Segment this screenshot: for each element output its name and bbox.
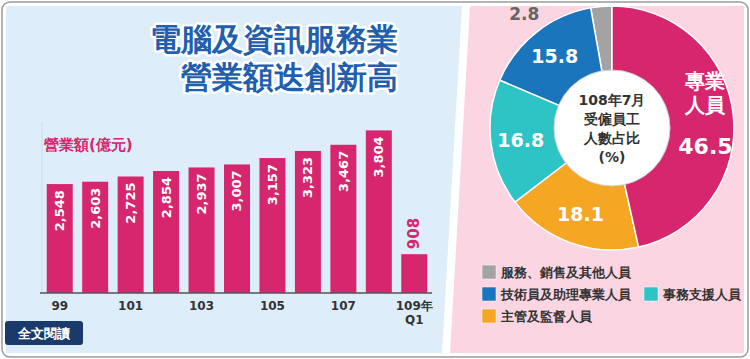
frame <box>2 2 748 357</box>
data-label: 908 <box>405 218 423 249</box>
text-line: 101 <box>118 299 143 313</box>
x-tick-label: 105 <box>260 299 285 313</box>
text-line: 99 <box>51 299 68 313</box>
x-tick-label: 109年Q1 <box>396 299 433 327</box>
read-more-button[interactable] <box>5 321 83 345</box>
text-line: (%) <box>599 149 626 165</box>
bar <box>330 145 356 293</box>
data-label: 18.1 <box>557 203 604 225</box>
legend-label: 事務支援人員 <box>662 287 742 302</box>
x-tick-label: 103 <box>189 299 214 313</box>
text-line: 人員 <box>684 93 726 117</box>
pie-title: 108年7月受僱員工人數占比 (%) <box>579 92 646 165</box>
legend-swatch <box>644 287 658 301</box>
bar <box>189 167 215 293</box>
bar <box>224 164 250 293</box>
legend-swatch <box>482 265 496 279</box>
data-label: 2,603 <box>88 188 103 229</box>
pie-center <box>554 70 670 186</box>
right-panel <box>450 6 744 353</box>
data-label: 2.8 <box>509 4 539 24</box>
legend-label: 主管及監督人員 <box>500 309 593 324</box>
text-line: 107 <box>331 299 356 313</box>
text-line: 108年7月 <box>579 92 646 108</box>
bar <box>401 254 427 293</box>
legend-label: 技術員及助理專業人員 <box>500 287 632 302</box>
bar <box>153 171 179 293</box>
bar <box>295 151 321 293</box>
legend: 服務、銷售及其他人員技術員及助理專業人員 事務支援人員主管及監督人員 <box>482 265 742 324</box>
legend-swatch <box>482 287 496 301</box>
data-label: 46.5 <box>678 134 732 159</box>
data-label: 2,854 <box>159 177 174 218</box>
data-label: 3,007 <box>230 170 245 211</box>
data-label: 15.8 <box>531 45 578 67</box>
left-panel <box>6 6 462 353</box>
infographic: 電腦及資訊服務業營業額迭創新高營業額(億元) 2,548 2,603 2,725 2,8… <box>0 0 750 359</box>
x-axis-line <box>40 292 432 294</box>
text-line: 103 <box>189 299 214 313</box>
data-label: 16.8 <box>497 129 544 151</box>
slice-name: 專業人員 <box>684 69 726 117</box>
text-line: 電腦及資訊服務業 <box>150 21 398 57</box>
data-label: 3,467 <box>336 151 351 192</box>
text-line: 105 <box>260 299 285 313</box>
data-label: 2,725 <box>123 183 138 224</box>
data-label: 3,323 <box>300 157 315 198</box>
data-label: 3,804 <box>371 136 386 177</box>
text-line: Q1 <box>405 313 424 327</box>
data-label: 2,548 <box>52 190 67 231</box>
legend-swatch <box>482 309 496 323</box>
x-tick-label: 99 <box>51 299 68 313</box>
text-line: 人數占比 <box>583 130 640 146</box>
x-tick-label: 107 <box>331 299 356 313</box>
y-axis-label: 營業額(億元) <box>44 136 133 154</box>
text-line: 受僱員工 <box>583 111 640 127</box>
legend-label: 服務、銷售及其他人員 <box>500 265 632 280</box>
text-line: 專業 <box>684 69 725 93</box>
data-label: 2,937 <box>194 173 209 214</box>
text-line: 營業額迭創新高 <box>181 59 398 95</box>
bar <box>259 158 285 293</box>
pie-slices <box>490 6 734 250</box>
bar <box>366 130 392 293</box>
data-label: 3,157 <box>265 164 280 205</box>
read-more-text[interactable]: 全文閱讀 <box>17 326 71 341</box>
chart-title: 電腦及資訊服務業營業額迭創新高 <box>150 21 398 95</box>
bar <box>82 182 108 293</box>
y-axis-line <box>42 122 43 293</box>
text-line: 109年 <box>396 299 433 313</box>
x-tick-label: 101 <box>118 299 143 313</box>
bar <box>47 184 73 293</box>
background <box>0 0 750 359</box>
bars <box>47 130 428 293</box>
bar <box>118 177 144 293</box>
